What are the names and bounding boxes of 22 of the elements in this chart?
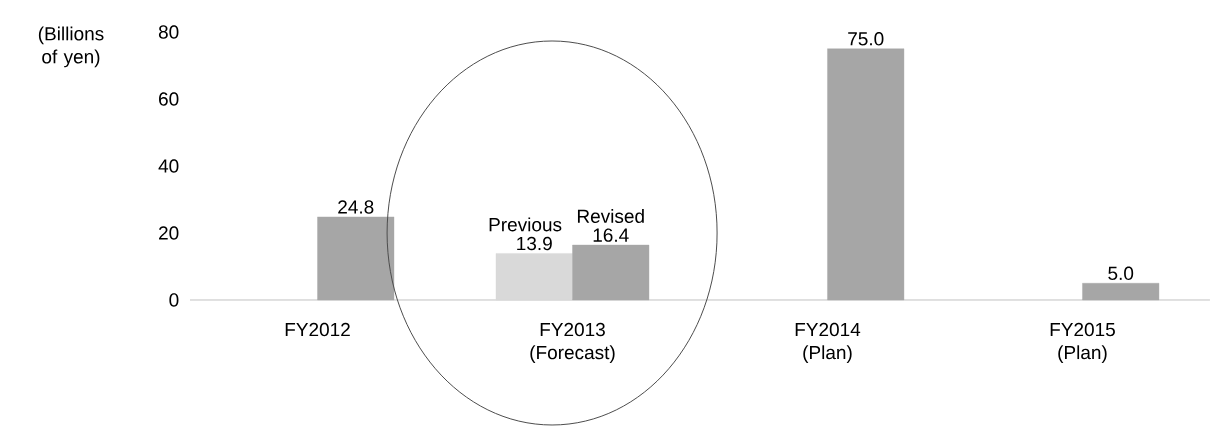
data-label: 24.8: [338, 200, 374, 214]
x-tick-label: FY2015 (Plan): [1050, 322, 1115, 363]
y-tick-label: 0: [169, 293, 179, 307]
y-tick-label: 80: [158, 25, 179, 39]
x-tick-label: FY2014 (Plan): [795, 322, 861, 363]
x-tick-label: FY2012: [285, 322, 350, 337]
y-tick-label: 40: [158, 159, 179, 173]
bar: [572, 244, 650, 301]
data-label: 75.0: [848, 32, 884, 46]
y-tick-label: 60: [159, 92, 179, 106]
data-label: 16.4: [593, 228, 629, 242]
series-label: Revised: [577, 209, 644, 223]
y-tick-label: 20: [159, 226, 179, 240]
bar: [1082, 283, 1160, 301]
data-label: 13.9: [517, 236, 552, 251]
series-label: Previous: [489, 217, 562, 232]
x-tick-label: FY2013 (Forecast): [530, 322, 615, 363]
bar: [495, 253, 573, 301]
bar: [317, 216, 395, 301]
bar: [827, 48, 905, 301]
y-axis-title: (Billions of yen): [38, 26, 104, 68]
data-label: 5.0: [1108, 266, 1134, 281]
